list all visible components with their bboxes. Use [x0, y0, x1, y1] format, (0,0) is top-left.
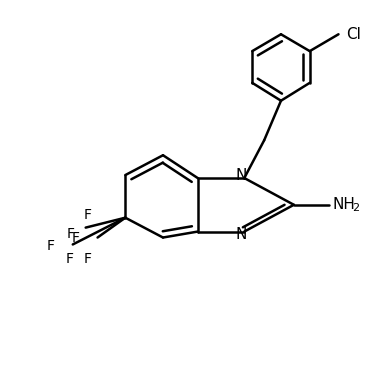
Text: N: N	[236, 227, 247, 242]
Text: F: F	[65, 252, 73, 266]
Text: F: F	[47, 239, 55, 253]
Text: F: F	[84, 208, 92, 222]
Text: 2: 2	[352, 203, 359, 214]
Text: F: F	[72, 231, 80, 245]
Text: F: F	[84, 252, 92, 266]
Text: N: N	[236, 168, 247, 182]
Text: Cl: Cl	[346, 27, 361, 42]
Text: NH: NH	[332, 197, 355, 212]
Text: F: F	[67, 227, 75, 241]
